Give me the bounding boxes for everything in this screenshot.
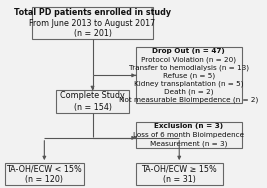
- FancyBboxPatch shape: [136, 122, 242, 148]
- FancyBboxPatch shape: [136, 163, 223, 185]
- Text: Refuse (n = 5): Refuse (n = 5): [163, 72, 215, 79]
- Text: Total PD patients enrolled in study: Total PD patients enrolled in study: [14, 8, 171, 17]
- Text: TA-OH/ECW < 15%: TA-OH/ECW < 15%: [6, 164, 82, 173]
- Text: Drop Out (n = 47): Drop Out (n = 47): [152, 48, 225, 54]
- FancyBboxPatch shape: [136, 47, 242, 103]
- Text: Complete Study: Complete Study: [60, 91, 125, 100]
- FancyBboxPatch shape: [5, 163, 84, 185]
- Text: Loss of 6 month Bioimpedence: Loss of 6 month Bioimpedence: [133, 132, 244, 138]
- Text: Not measurable Bioimpedence (n = 2): Not measurable Bioimpedence (n = 2): [119, 96, 258, 103]
- Text: (n = 201): (n = 201): [73, 29, 112, 38]
- Text: Exclusion (n = 3): Exclusion (n = 3): [154, 123, 223, 129]
- Text: Kidney transplantation (n = 5): Kidney transplantation (n = 5): [134, 80, 244, 87]
- Text: Protocol Violation (n = 20): Protocol Violation (n = 20): [141, 56, 236, 63]
- Text: Transfer to hemodialysis (n = 13): Transfer to hemodialysis (n = 13): [129, 64, 249, 70]
- Text: (n = 154): (n = 154): [73, 103, 112, 111]
- Text: Measurement (n = 3): Measurement (n = 3): [150, 140, 227, 147]
- Text: From June 2013 to August 2017: From June 2013 to August 2017: [29, 19, 156, 28]
- Text: TA-OH/ECW ≥ 15%: TA-OH/ECW ≥ 15%: [141, 164, 217, 173]
- Text: (n = 120): (n = 120): [25, 175, 63, 184]
- Text: (n = 31): (n = 31): [163, 175, 196, 184]
- FancyBboxPatch shape: [32, 7, 153, 39]
- FancyBboxPatch shape: [56, 90, 129, 113]
- Text: Death (n = 2): Death (n = 2): [164, 88, 214, 95]
